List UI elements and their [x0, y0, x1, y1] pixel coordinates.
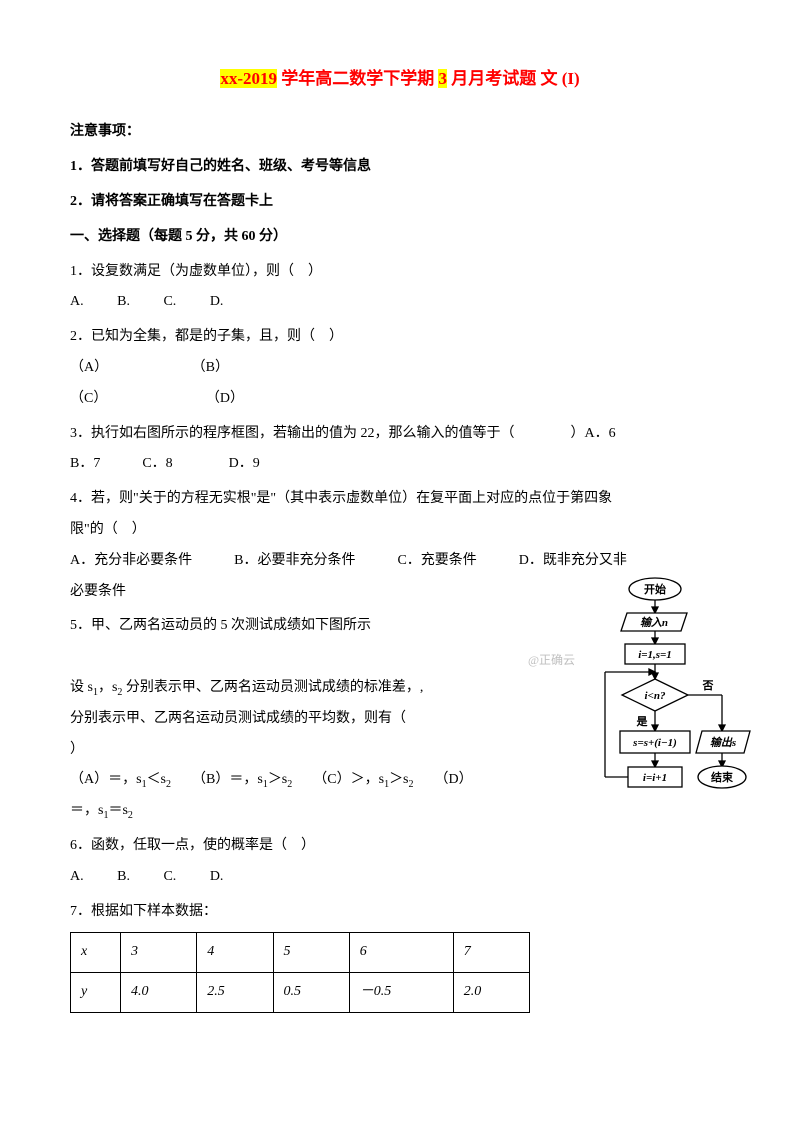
q3-line2: B．7 C．8 D．9 — [70, 449, 730, 480]
q5-text: 5．甲、乙两名运动员的 5 次测试成绩如下图所示 — [70, 611, 510, 642]
table-cell: 2.5 — [197, 973, 273, 1013]
question-1: 1．设复数满足（为虚数单位），则（ ） A. B. C. D. — [70, 257, 730, 319]
q6-opt-d: D. — [210, 862, 224, 893]
q2-opt-a: （A） — [70, 353, 108, 384]
table-cell: 6 — [349, 933, 453, 973]
q2-options-cd: （C） （D） — [70, 384, 730, 415]
q2-opt-b: （B） — [192, 353, 229, 384]
svg-text:开始: 开始 — [644, 582, 666, 596]
q5-line2: 设 s1，s2 分别表示甲、乙两名运动员测试成绩的标准差，, — [70, 673, 510, 704]
notice-item-2: 2．请将答案正确填写在答题卡上 — [70, 187, 730, 218]
q7-table: x 3 4 5 6 7 y 4.0 2.5 0.5 －0.5 2.0 — [70, 932, 530, 1013]
q5-line6: ＝，s1＝s2 — [70, 796, 510, 827]
svg-text:否: 否 — [702, 679, 714, 692]
table-cell: 0.5 — [273, 973, 349, 1013]
title-part4: 月月考试题 文 (I) — [447, 69, 580, 88]
title-part3: 3 — [438, 69, 447, 88]
table-row: y 4.0 2.5 0.5 －0.5 2.0 — [71, 973, 530, 1013]
notice-item-1: 1．答题前填写好自己的姓名、班级、考号等信息 — [70, 152, 730, 183]
q5-line5: （A）＝，s1＜s2 （B）＝，s1＞s2 （C）＞，s1＞s2 （D） — [70, 765, 510, 796]
q1-text: 1．设复数满足（为虚数单位），则（ ） — [70, 257, 730, 288]
svg-text:结束: 结束 — [710, 770, 734, 784]
question-7: 7．根据如下样本数据： x 3 4 5 6 7 y 4.0 2.5 0.5 －0… — [70, 897, 730, 1013]
q7-text: 7．根据如下样本数据： — [70, 897, 730, 928]
watermark: @正确云 — [528, 647, 575, 673]
content-area: 注意事项： 1．答题前填写好自己的姓名、班级、考号等信息 2．请将答案正确填写在… — [70, 117, 730, 1013]
table-cell: 4.0 — [121, 973, 197, 1013]
q2-text: 2．已知为全集，都是的子集，且，则（ ） — [70, 322, 730, 353]
q1-opt-d: D. — [210, 287, 224, 318]
table-cell: －0.5 — [349, 973, 453, 1013]
question-2: 2．已知为全集，都是的子集，且，则（ ） （A） （B） （C） （D） — [70, 322, 730, 414]
table-cell: 2.0 — [453, 973, 529, 1013]
svg-text:输出s: 输出s — [710, 736, 736, 749]
table-cell: y — [71, 973, 121, 1013]
question-3: 3．执行如右图所示的程序框图，若输出的值为 22，那么输入的值等于（ ）A．6 … — [70, 419, 730, 481]
table-cell: 7 — [453, 933, 529, 973]
q1-opt-a: A. — [70, 287, 84, 318]
q1-opt-c: C. — [163, 287, 176, 318]
q6-opt-c: C. — [163, 862, 176, 893]
q6-opt-a: A. — [70, 862, 84, 893]
table-cell: 3 — [121, 933, 197, 973]
q5-line3: 分别表示甲、乙两名运动员测试成绩的平均数，则有（ — [70, 704, 510, 735]
question-5: 5．甲、乙两名运动员的 5 次测试成绩如下图所示 设 s1，s2 分别表示甲、乙… — [70, 611, 510, 827]
q4-line2: 限"的（ ） — [70, 515, 730, 546]
svg-text:输入n: 输入n — [640, 616, 668, 629]
title-part2: 学年高二数学下学期 — [277, 69, 439, 88]
flowchart-diagram: 开始 输入n i=1,s=1 i<n? 是 否 — [580, 577, 760, 877]
svg-text:i=i+1: i=i+1 — [643, 772, 667, 784]
q2-opt-c: （C） — [70, 384, 107, 415]
table-cell: x — [71, 933, 121, 973]
svg-text:是: 是 — [636, 715, 649, 728]
q1-opt-b: B. — [117, 287, 130, 318]
q4-line1: 4．若，则"关于的方程无实根"是"（其中表示虚数单位）在复平面上对应的点位于第四… — [70, 484, 730, 515]
title-part1: xx-2019 — [220, 69, 277, 88]
document-title: xx-2019 学年高二数学下学期 3 月月考试题 文 (I) — [70, 60, 730, 97]
q5-line4: ） — [70, 735, 510, 766]
section-1-heading: 一、选择题（每题 5 分，共 60 分） — [70, 222, 730, 253]
q2-opt-d: （D） — [206, 384, 244, 415]
svg-text:i=1,s=1: i=1,s=1 — [638, 649, 672, 661]
q2-options-ab: （A） （B） — [70, 353, 730, 384]
q3-line1: 3．执行如右图所示的程序框图，若输出的值为 22，那么输入的值等于（ ）A．6 — [70, 419, 730, 450]
table-cell: 5 — [273, 933, 349, 973]
table-cell: 4 — [197, 933, 273, 973]
q4-line3: A．充分非必要条件 B．必要非充分条件 C．充要条件 D．既非充分又非 — [70, 546, 730, 577]
svg-text:s=s+(i−1): s=s+(i−1) — [632, 737, 677, 749]
table-row: x 3 4 5 6 7 — [71, 933, 530, 973]
q6-opt-b: B. — [117, 862, 130, 893]
svg-text:i<n?: i<n? — [645, 690, 666, 702]
notice-heading: 注意事项： — [70, 117, 730, 148]
q1-options: A. B. C. D. — [70, 287, 730, 318]
